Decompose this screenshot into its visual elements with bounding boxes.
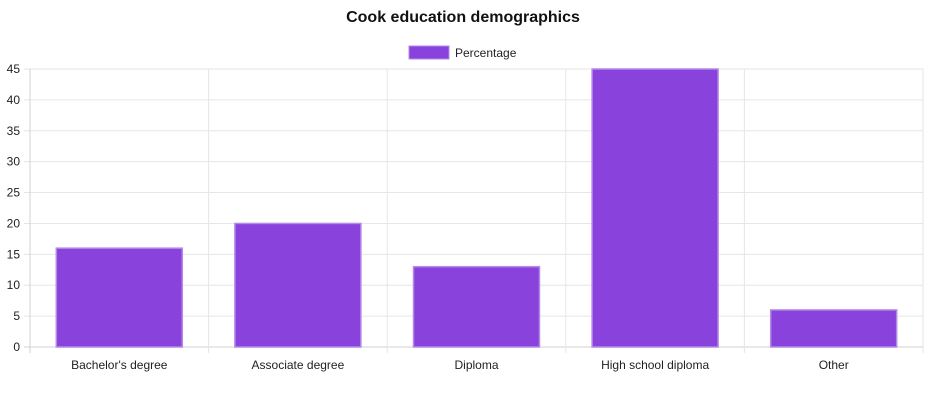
- x-tick-label: High school diploma: [601, 358, 709, 372]
- y-tick-label: 25: [7, 186, 21, 200]
- bar: [769, 309, 898, 348]
- chart-title: Cook education demographics: [346, 9, 580, 26]
- x-tick-label: Bachelor's degree: [71, 358, 168, 372]
- y-tick-label: 30: [7, 155, 21, 169]
- y-tick-label: 35: [7, 124, 21, 138]
- x-axis: Bachelor's degree Associate degree Diploma…: [71, 358, 849, 372]
- legend-label: Percentage: [455, 46, 517, 60]
- y-tick-label: 20: [7, 216, 21, 230]
- y-axis: 0 5 10 15 20 25 30 35 40 45: [7, 62, 21, 354]
- y-tick-label: 45: [7, 62, 21, 76]
- y-tick-label: 15: [7, 247, 21, 261]
- y-tick-label: 5: [13, 309, 20, 323]
- x-tick-label: Other: [819, 358, 849, 372]
- y-tick-label: 40: [7, 93, 21, 107]
- bars: [55, 68, 898, 348]
- legend-swatch: [408, 45, 450, 60]
- x-tick-label: Associate degree: [252, 358, 345, 372]
- bar: [234, 222, 362, 348]
- y-tick-label: 0: [13, 340, 20, 354]
- bar: [412, 265, 541, 348]
- bar: [591, 68, 719, 348]
- bar: [55, 247, 184, 348]
- x-tick-label: Diploma: [454, 358, 498, 372]
- chart-legend[interactable]: Percentage: [408, 45, 517, 60]
- y-tick-label: 10: [7, 278, 21, 292]
